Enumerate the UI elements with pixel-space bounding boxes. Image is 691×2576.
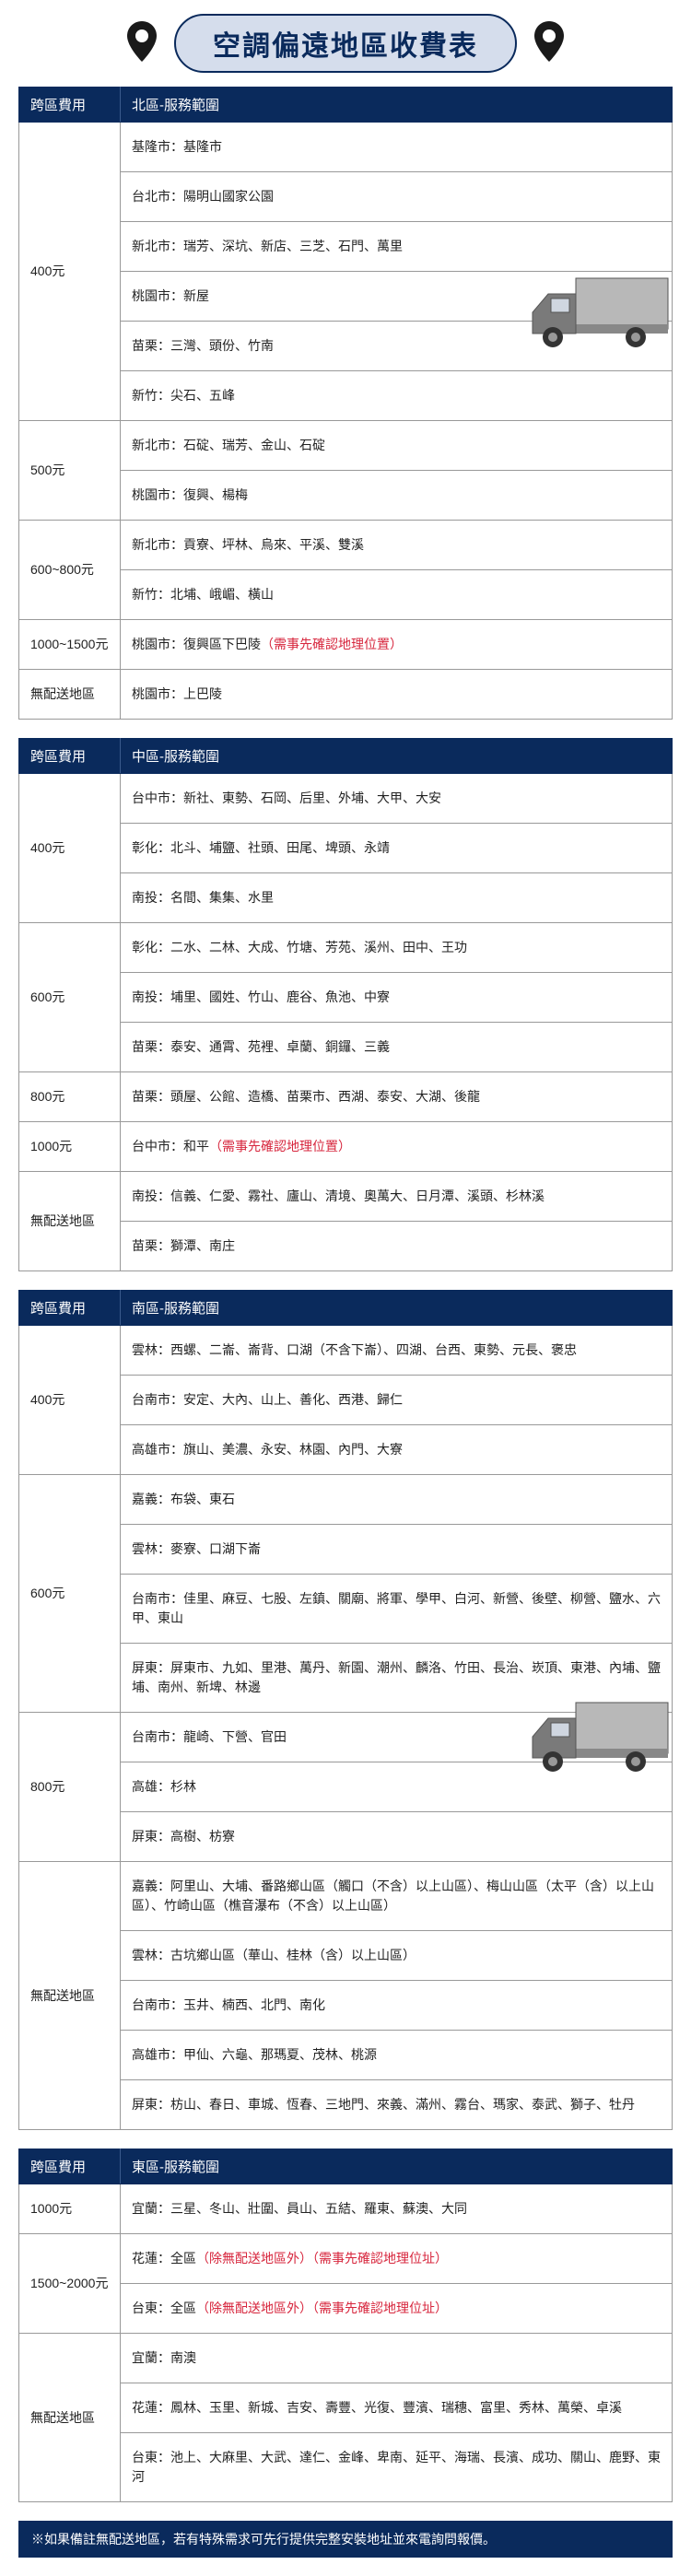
area-cell: 彰化：二水、二林、大成、竹塘、芳苑、溪州、田中、王功 bbox=[121, 923, 673, 973]
fee-cell: 1500~2000元 bbox=[19, 2234, 121, 2334]
table-row: 600~800元新北市：貢寮、坪林、烏來、平溪、雙溪 bbox=[19, 521, 673, 570]
fee-cell: 400元 bbox=[19, 774, 121, 923]
area-cell: 苗栗：頭屋、公館、造橋、苗栗市、西湖、泰安、大湖、後龍 bbox=[121, 1072, 673, 1122]
region-column-header: 東區-服務範圍 bbox=[121, 2149, 673, 2184]
area-cell: 新北市：貢寮、坪林、烏來、平溪、雙溪 bbox=[121, 521, 673, 570]
footer-note: ※如果備註無配送地區，若有特殊需求可先行提供完整安裝地址並來電詢問報價。 bbox=[18, 2521, 673, 2558]
area-cell: 台南市：玉井、楠西、北門、南化 bbox=[121, 1981, 673, 2031]
area-cell: 桃園市：上巴陵 bbox=[121, 670, 673, 720]
table-row: 無配送地區嘉義：阿里山、大埔、番路鄉山區（觸口（不含）以上山區）、梅山山區（太平… bbox=[19, 1862, 673, 1931]
fee-column-header: 跨區費用 bbox=[19, 88, 121, 123]
table-row: 無配送地區宜蘭：南澳 bbox=[19, 2334, 673, 2383]
area-cell: 雲林：麥寮、口湖下崙 bbox=[121, 1525, 673, 1575]
area-cell: 苗栗：泰安、通霄、苑裡、卓蘭、銅鑼、三義 bbox=[121, 1023, 673, 1072]
area-cell: 新竹：尖石、五峰 bbox=[121, 371, 673, 421]
area-cell: 宜蘭：三星、冬山、壯圍、員山、五結、羅東、蘇澳、大同 bbox=[121, 2184, 673, 2234]
fee-cell: 無配送地區 bbox=[19, 1172, 121, 1271]
fee-cell: 600元 bbox=[19, 1475, 121, 1713]
fee-cell: 無配送地區 bbox=[19, 1862, 121, 2130]
area-cell: 台中市：和平（需事先確認地理位置） bbox=[121, 1122, 673, 1172]
area-cell: 彰化：北斗、埔鹽、社頭、田尾、埤頭、永靖 bbox=[121, 824, 673, 873]
area-cell: 台南市：安定、大內、山上、善化、西港、歸仁 bbox=[121, 1376, 673, 1425]
fee-cell: 1000~1500元 bbox=[19, 620, 121, 670]
area-cell: 高雄市：甲仙、六龜、那瑪夏、茂林、桃源 bbox=[121, 2031, 673, 2080]
page-header: 空調偏遠地區收費表 bbox=[0, 0, 691, 87]
fee-cell: 400元 bbox=[19, 123, 121, 421]
area-cell: 南投：名間、集集、水里 bbox=[121, 873, 673, 923]
fee-cell: 400元 bbox=[19, 1326, 121, 1475]
area-cell: 台東：池上、大麻里、大武、達仁、金峰、卑南、延平、海瑞、長濱、成功、關山、鹿野、… bbox=[121, 2433, 673, 2502]
table-row: 400元台中市：新社、東勢、石岡、后里、外埔、大甲、大安 bbox=[19, 774, 673, 824]
area-cell: 南投：埔里、國姓、竹山、鹿谷、魚池、中寮 bbox=[121, 973, 673, 1023]
area-cell: 台中市：新社、東勢、石岡、后里、外埔、大甲、大安 bbox=[121, 774, 673, 824]
region-column-header: 南區-服務範圍 bbox=[121, 1291, 673, 1326]
area-cell: 新北市：瑞芳、深坑、新店、三芝、石門、萬里 bbox=[121, 222, 673, 272]
area-cell: 雲林：古坑鄉山區（華山、桂林（含）以上山區） bbox=[121, 1931, 673, 1981]
fee-cell: 無配送地區 bbox=[19, 2334, 121, 2502]
fee-cell: 800元 bbox=[19, 1713, 121, 1862]
fee-cell: 600元 bbox=[19, 923, 121, 1072]
area-cell: 台東：全區（除無配送地區外）（需事先確認地理位址） bbox=[121, 2284, 673, 2334]
fee-cell: 500元 bbox=[19, 421, 121, 521]
area-cell: 花蓮：鳳林、玉里、新城、吉安、壽豐、光復、豐濱、瑞穗、富里、秀林、萬榮、卓溪 bbox=[121, 2383, 673, 2433]
table-row: 1000元宜蘭：三星、冬山、壯圍、員山、五結、羅東、蘇澳、大同 bbox=[19, 2184, 673, 2234]
area-cell: 南投：信義、仁愛、霧社、廬山、清境、奧萬大、日月潭、溪頭、杉林溪 bbox=[121, 1172, 673, 1222]
fee-cell: 1000元 bbox=[19, 1122, 121, 1172]
fee-table: 跨區費用 中區-服務範圍 400元台中市：新社、東勢、石岡、后里、外埔、大甲、大… bbox=[18, 738, 673, 1271]
area-cell: 新北市：石碇、瑞芳、金山、石碇 bbox=[121, 421, 673, 471]
truck-icon bbox=[525, 271, 673, 358]
area-cell: 桃園市：復興、楊梅 bbox=[121, 471, 673, 521]
area-cell: 苗栗：獅潭、南庄 bbox=[121, 1222, 673, 1271]
area-cell: 嘉義：布袋、東石 bbox=[121, 1475, 673, 1525]
table-row: 500元新北市：石碇、瑞芳、金山、石碇 bbox=[19, 421, 673, 471]
area-cell: 宜蘭：南澳 bbox=[121, 2334, 673, 2383]
fee-cell: 600~800元 bbox=[19, 521, 121, 620]
map-pin-icon bbox=[531, 19, 568, 68]
table-row: 無配送地區桃園市：上巴陵 bbox=[19, 670, 673, 720]
table-row: 800元苗栗：頭屋、公館、造橋、苗栗市、西湖、泰安、大湖、後龍 bbox=[19, 1072, 673, 1122]
table-row: 400元雲林：西螺、二崙、崙背、口湖（不含下崙）、四湖、台西、東勢、元長、褒忠 bbox=[19, 1326, 673, 1376]
area-cell: 屏東：高樹、枋寮 bbox=[121, 1812, 673, 1862]
fee-column-header: 跨區費用 bbox=[19, 1291, 121, 1326]
area-cell: 花蓮：全區（除無配送地區外）（需事先確認地理位址） bbox=[121, 2234, 673, 2284]
area-cell: 基隆市：基隆市 bbox=[121, 123, 673, 172]
area-cell: 屏東：枋山、春日、車城、恆春、三地門、來義、滿州、霧台、瑪家、泰武、獅子、牡丹 bbox=[121, 2080, 673, 2130]
fee-cell: 800元 bbox=[19, 1072, 121, 1122]
map-pin-icon bbox=[123, 19, 160, 68]
area-cell: 雲林：西螺、二崙、崙背、口湖（不含下崙）、四湖、台西、東勢、元長、褒忠 bbox=[121, 1326, 673, 1376]
area-cell: 嘉義：阿里山、大埔、番路鄉山區（觸口（不含）以上山區）、梅山山區（太平（含）以上… bbox=[121, 1862, 673, 1931]
area-cell: 台南市：佳里、麻豆、七股、左鎮、關廟、將軍、學甲、白河、新營、後壁、柳營、鹽水、… bbox=[121, 1575, 673, 1644]
table-row: 1000元台中市：和平（需事先確認地理位置） bbox=[19, 1122, 673, 1172]
table-row: 600元彰化：二水、二林、大成、竹塘、芳苑、溪州、田中、王功 bbox=[19, 923, 673, 973]
fee-cell: 1000元 bbox=[19, 2184, 121, 2234]
area-cell: 新竹：北埔、峨嵋、橫山 bbox=[121, 570, 673, 620]
table-row: 1500~2000元花蓮：全區（除無配送地區外）（需事先確認地理位址） bbox=[19, 2234, 673, 2284]
truck-icon bbox=[525, 1695, 673, 1783]
table-row: 1000~1500元桃園市：復興區下巴陵（需事先確認地理位置） bbox=[19, 620, 673, 670]
fee-table: 跨區費用 北區-服務範圍 400元基隆市：基隆市台北市：陽明山國家公園新北市：瑞… bbox=[18, 87, 673, 720]
table-row: 400元基隆市：基隆市 bbox=[19, 123, 673, 172]
fee-cell: 無配送地區 bbox=[19, 670, 121, 720]
region-column-header: 中區-服務範圍 bbox=[121, 739, 673, 774]
area-cell: 桃園市：復興區下巴陵（需事先確認地理位置） bbox=[121, 620, 673, 670]
page-title: 空調偏遠地區收費表 bbox=[174, 14, 517, 73]
region-column-header: 北區-服務範圍 bbox=[121, 88, 673, 123]
table-row: 無配送地區南投：信義、仁愛、霧社、廬山、清境、奧萬大、日月潭、溪頭、杉林溪 bbox=[19, 1172, 673, 1222]
fee-column-header: 跨區費用 bbox=[19, 739, 121, 774]
table-row: 600元嘉義：布袋、東石 bbox=[19, 1475, 673, 1525]
area-cell: 高雄市：旗山、美濃、永安、林園、內門、大寮 bbox=[121, 1425, 673, 1475]
fee-column-header: 跨區費用 bbox=[19, 2149, 121, 2184]
fee-table: 跨區費用 東區-服務範圍 1000元宜蘭：三星、冬山、壯圍、員山、五結、羅東、蘇… bbox=[18, 2149, 673, 2502]
area-cell: 台北市：陽明山國家公園 bbox=[121, 172, 673, 222]
